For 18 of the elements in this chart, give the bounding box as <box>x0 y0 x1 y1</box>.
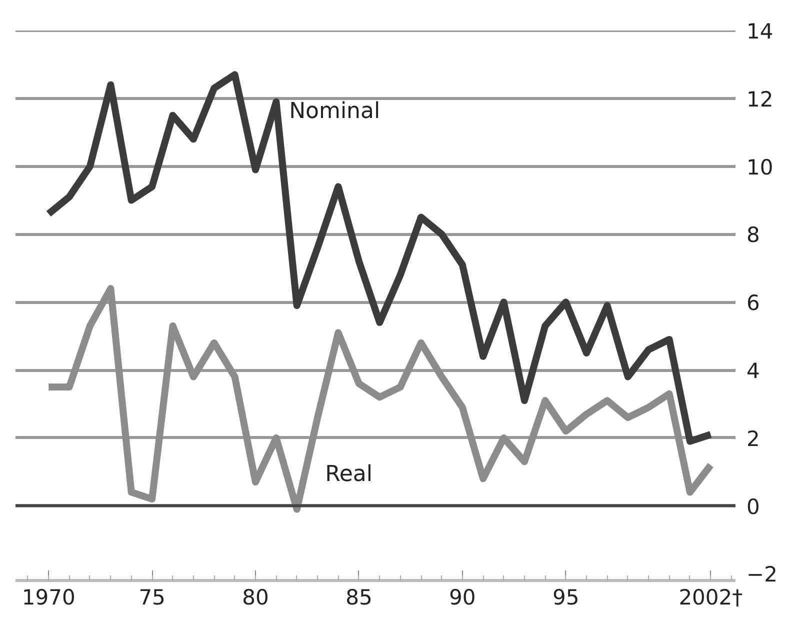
x-tick-label: 80 <box>242 586 269 610</box>
y-tick-label: 2 <box>746 426 760 451</box>
x-tick-label: 85 <box>346 586 372 610</box>
y-tick-label: −2 <box>746 562 778 587</box>
y-tick-label: 12 <box>746 87 774 112</box>
series-label: Real <box>325 462 373 487</box>
x-tick-label: 1970 <box>22 586 76 610</box>
y-tick-label: 6 <box>746 291 760 316</box>
y-tick-label: 0 <box>746 494 760 519</box>
series-label: Nominal <box>289 99 380 124</box>
y-tick-label: 10 <box>746 155 774 180</box>
x-tick-label: 75 <box>138 586 166 610</box>
x-tick-label: 2002† <box>678 586 743 610</box>
y-tick-label: 14 <box>746 20 774 44</box>
x-tick-label: 95 <box>552 586 580 610</box>
y-tick-label: 4 <box>746 359 760 384</box>
y-tick-label: 8 <box>746 223 760 248</box>
x-tick-label: 90 <box>449 586 476 610</box>
